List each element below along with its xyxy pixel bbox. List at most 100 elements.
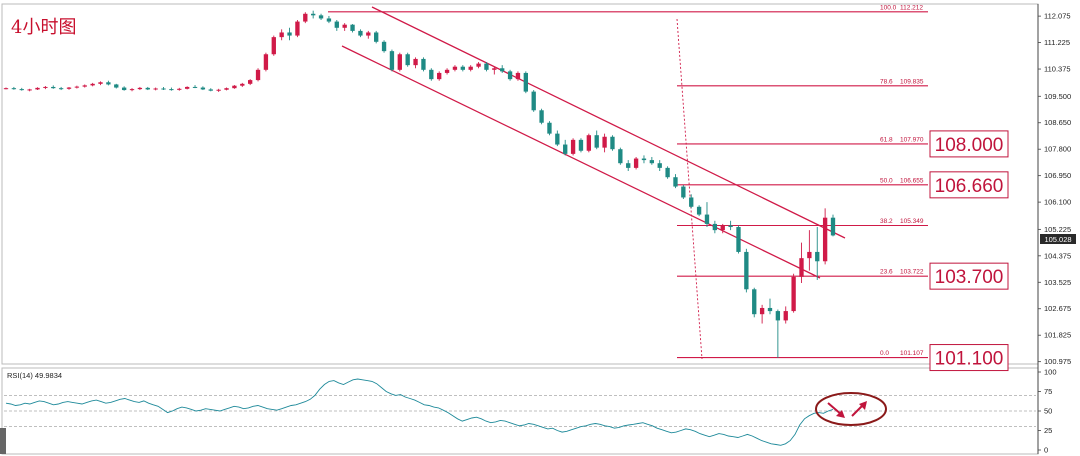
candle-body (334, 21, 339, 28)
candle-body (3, 88, 9, 90)
candle-body (279, 32, 284, 38)
candle-body (121, 87, 127, 91)
candle-body (429, 69, 434, 80)
candle-body (586, 135, 592, 151)
candle-body (610, 136, 615, 150)
arrow-up-right-head (859, 401, 867, 410)
candle-body (728, 225, 733, 228)
fib-ratio-label: 38.2 (880, 218, 893, 225)
arrow-down-right-head (836, 410, 845, 418)
candle-body (484, 63, 489, 70)
price-tick-label: 112.075 (1044, 12, 1071, 21)
rsi-tick-label: 50 (1044, 407, 1052, 416)
candle-body (216, 89, 221, 91)
fib-ratio-label: 78.6 (880, 78, 893, 85)
price-tick-label: 110.375 (1044, 65, 1071, 74)
candle-body (555, 133, 560, 145)
channel-upper-line (371, 6, 846, 239)
candle-body (523, 72, 528, 92)
candle-body (405, 54, 410, 66)
fibonacci-levels: 100.0 112.212 78.6 109.835 61.8 107.970 50.0 10… (328, 4, 928, 359)
fib-price-label: 101.107 (900, 350, 924, 357)
key-level-label: 108.000 (935, 135, 1004, 156)
fib-ratio-label: 0.0 (880, 350, 889, 357)
candle-body (444, 69, 450, 73)
candle-body (736, 227, 741, 252)
price-tick-label: 100.975 (1044, 357, 1071, 366)
candle-body (311, 13, 316, 16)
candle-body (366, 32, 371, 36)
rsi-annotation (815, 392, 887, 426)
candle-body (200, 87, 206, 90)
candle-body (169, 89, 174, 91)
key-level-label: 101.100 (935, 349, 1004, 370)
candle-body (74, 86, 80, 88)
candle-body (468, 66, 473, 70)
candle-body (500, 68, 505, 72)
rsi-label: RSI(14) 49.9834 (7, 371, 62, 380)
candle-body (531, 91, 536, 111)
price-axis: 112.075 111.225 110.375 109.500 108.650 107.8… (1038, 12, 1071, 366)
annotation-ellipse (815, 392, 887, 426)
price-tick-label: 106.950 (1044, 171, 1071, 180)
price-tick-label: 101.825 (1044, 331, 1071, 340)
candle-body (704, 214, 710, 224)
rsi-line (5, 378, 834, 446)
fib-price-label: 105.349 (900, 218, 924, 225)
candle-body (539, 110, 544, 123)
candle-body (807, 251, 812, 259)
candle-body (295, 21, 300, 36)
candle-body (507, 71, 513, 80)
candle-body (476, 63, 481, 67)
fib-ratio-label: 50.0 (880, 177, 893, 184)
candle-body (649, 160, 655, 164)
candle-body (397, 54, 402, 70)
candle-body (720, 225, 725, 231)
candle-body (82, 85, 87, 87)
candle-body (696, 206, 702, 215)
candlesticks (3, 10, 836, 358)
candle-body (58, 88, 64, 90)
candle-body (822, 217, 828, 262)
scroll-handle[interactable] (0, 428, 6, 454)
candle-body (255, 69, 261, 81)
candle-body (19, 89, 24, 91)
fib-ratio-label: 61.8 (880, 136, 893, 143)
candle-body (177, 88, 182, 90)
rsi-tick-label: 0 (1044, 446, 1048, 455)
price-tick-label: 109.500 (1044, 92, 1071, 101)
candle-body (303, 13, 308, 22)
rsi-tick-label: 100 (1044, 368, 1057, 377)
price-tick-label: 104.375 (1044, 251, 1071, 260)
candle-body (492, 68, 497, 70)
candle-body (161, 88, 166, 90)
candle-body (767, 307, 773, 312)
channel-lower-line (341, 45, 821, 279)
candle-body (413, 58, 418, 66)
key-level-box (929, 262, 1009, 290)
candle-body (657, 163, 662, 168)
candle-body (752, 289, 757, 315)
candle-body (460, 66, 465, 70)
fib-dotted-trend (676, 18, 703, 360)
candle-body (224, 88, 229, 90)
candle-body (594, 135, 599, 148)
candle-body (114, 84, 119, 88)
candle-body (263, 54, 269, 70)
candle-body (318, 15, 324, 19)
candle-body (563, 144, 568, 154)
candle-body (815, 251, 820, 262)
candle-body (744, 251, 749, 290)
candle-body (421, 58, 426, 70)
price-tick-label: 108.650 (1044, 118, 1071, 127)
key-level-box (929, 344, 1009, 372)
key-level-label: 106.660 (935, 176, 1004, 197)
fib-ratio-label: 23.6 (880, 269, 893, 276)
candle-body (51, 86, 56, 89)
candle-body (192, 86, 198, 88)
candle-body (515, 72, 521, 80)
candle-body (547, 122, 552, 134)
fib-ratio-label: 100.0 (880, 4, 897, 11)
candle-body (381, 41, 387, 52)
